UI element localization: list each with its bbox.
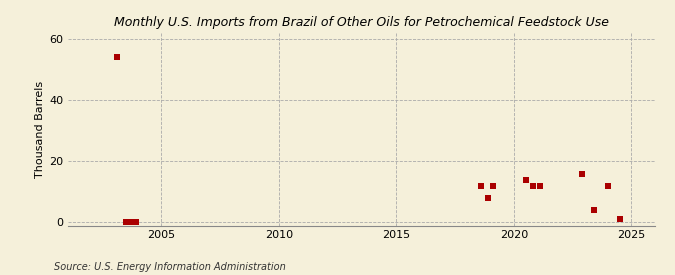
Point xyxy=(475,184,486,188)
Point xyxy=(121,219,132,224)
Point xyxy=(527,184,538,188)
Text: Source: U.S. Energy Information Administration: Source: U.S. Energy Information Administ… xyxy=(54,262,286,272)
Title: Monthly U.S. Imports from Brazil of Other Oils for Petrochemical Feedstock Use: Monthly U.S. Imports from Brazil of Othe… xyxy=(113,16,609,29)
Point xyxy=(111,55,122,60)
Point xyxy=(483,196,493,200)
Point xyxy=(130,219,141,224)
Point xyxy=(576,171,587,176)
Point xyxy=(534,184,545,188)
Point xyxy=(614,217,625,222)
Point xyxy=(520,177,531,182)
Point xyxy=(487,184,498,188)
Point xyxy=(602,184,613,188)
Point xyxy=(126,219,136,224)
Y-axis label: Thousand Barrels: Thousand Barrels xyxy=(35,81,45,178)
Point xyxy=(589,208,599,212)
